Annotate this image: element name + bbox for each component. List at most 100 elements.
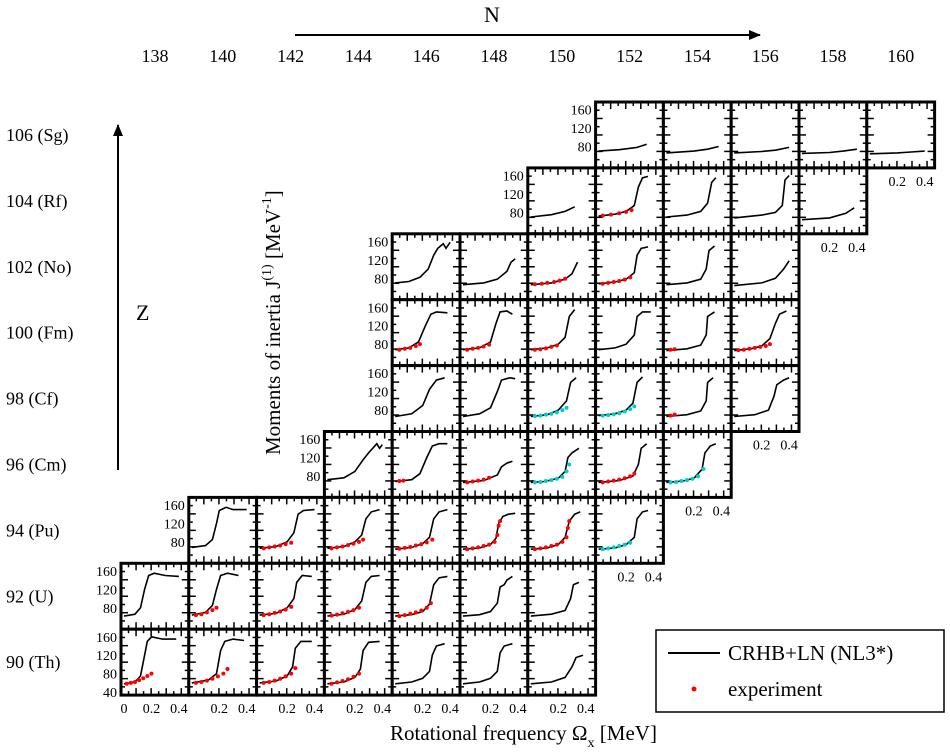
n-value-label: 160 (887, 46, 914, 66)
experiment-point (346, 609, 350, 614)
experiment-point (413, 610, 418, 615)
theory-curve (598, 311, 651, 351)
experiment-point (543, 479, 548, 484)
experiment-point (538, 479, 543, 484)
panel (390, 298, 462, 368)
panel-frame (526, 298, 598, 368)
experiment-point (289, 540, 294, 545)
panel (526, 166, 598, 236)
panel (661, 430, 733, 499)
experiment-point (267, 545, 272, 550)
x-tick-label: 0.4 (441, 702, 459, 717)
y-tick-label: 160 (164, 499, 185, 514)
experiment-point (261, 546, 266, 551)
experiment-point (622, 409, 627, 414)
experiment-point (554, 476, 559, 481)
panel (322, 627, 394, 697)
experiment-point (402, 545, 407, 550)
z-value-label: 106 (Sg) (6, 125, 69, 146)
panel-frame (526, 166, 598, 236)
panel (797, 100, 869, 170)
experiment-point (701, 467, 706, 472)
theory-curve (734, 174, 790, 219)
panel (187, 627, 259, 697)
experiment-point (560, 474, 565, 479)
panel (594, 100, 665, 170)
theory-curve (123, 572, 179, 617)
experiment-point (736, 348, 741, 353)
panel-frame (797, 166, 869, 236)
experiment-point (622, 277, 627, 282)
x-tick-label: 0.2 (414, 702, 432, 717)
experiment-point (340, 611, 345, 616)
panel-frame (390, 561, 462, 631)
panel-frame (187, 495, 259, 565)
experiment-point (668, 480, 673, 485)
panel (661, 166, 733, 236)
experiment-point (278, 609, 283, 614)
n-value-label: 138 (142, 46, 169, 66)
panel-frame (661, 232, 733, 302)
experiment-point (628, 275, 633, 280)
experiment-point (538, 546, 543, 551)
y-tick-label: 40 (103, 686, 117, 701)
experiment-point (193, 613, 198, 618)
y-tick-label: 120 (96, 649, 117, 664)
experiment-point (498, 519, 503, 524)
experiment-point (487, 542, 492, 547)
panel-frame (458, 561, 530, 631)
experiment-point (767, 342, 772, 347)
experiment-point (351, 608, 356, 613)
experiment-point (419, 608, 424, 613)
y-tick-label: 120 (164, 517, 185, 532)
panel-frame (119, 561, 191, 631)
experiment-point (465, 480, 470, 485)
experiment-point (193, 680, 198, 685)
panel-frame (729, 298, 801, 368)
experiment-point (560, 408, 565, 413)
panel (458, 627, 530, 697)
panel-frame (390, 627, 462, 697)
x-tick-label: 0.4 (713, 504, 731, 519)
panel-frame (661, 430, 733, 499)
experiment-point (611, 412, 616, 417)
experiment-point (356, 539, 361, 544)
panel-frame (526, 430, 598, 499)
experiment-point (351, 541, 356, 546)
experiment-point (549, 478, 554, 483)
theory-curve (598, 443, 648, 484)
experiment-point (628, 474, 633, 479)
n-value-label: 158 (820, 46, 847, 66)
panel-frame (526, 232, 598, 302)
experiment-point (487, 342, 492, 347)
theory-curve (462, 575, 513, 617)
y-tick-label: 80 (374, 404, 388, 419)
experiment-point (622, 476, 627, 481)
x-axis-title-sub: x (588, 736, 595, 751)
x-tick-label: 0.2 (889, 175, 907, 190)
experiment-point (629, 208, 634, 213)
experiment-point (215, 674, 220, 679)
panel-frame (661, 166, 733, 236)
n-value-label: 150 (548, 46, 575, 66)
panel-frame (119, 627, 191, 697)
y-tick-label: 120 (367, 254, 388, 269)
n-value-label: 152 (616, 46, 643, 66)
y-tick-label: 80 (510, 206, 524, 221)
experiment-point (611, 545, 616, 550)
panel (594, 495, 665, 565)
theory-curve (327, 442, 383, 481)
panel-ticks (460, 299, 528, 366)
experiment-point (554, 542, 559, 547)
panel-frame (661, 298, 733, 368)
theory-curve (666, 377, 714, 418)
experiment-point (617, 211, 622, 216)
panel-frame (797, 100, 869, 170)
theory-curve (801, 148, 858, 155)
legend-box (655, 629, 945, 713)
panel (661, 298, 733, 368)
panel-ticks (663, 431, 732, 498)
panel-ticks (799, 167, 867, 234)
n-value-label: 140 (209, 46, 236, 66)
